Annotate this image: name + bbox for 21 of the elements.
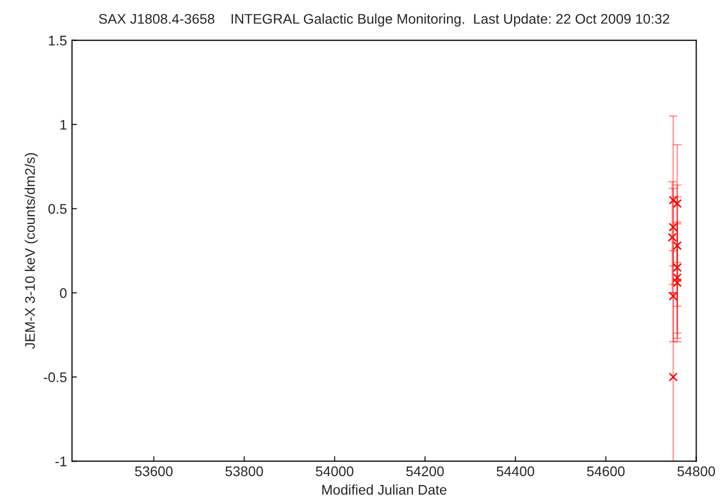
y-tick-label: 1.5 <box>48 36 67 46</box>
point <box>668 222 678 232</box>
y-tick-label: 0.5 <box>48 204 67 214</box>
x-tick-label: 53800 <box>225 466 263 476</box>
y-axis-title: JEM-X 3-10 keV (counts/dm2/s) <box>24 153 38 349</box>
point <box>668 372 678 382</box>
point <box>672 199 682 208</box>
x-tick-label: 54800 <box>677 466 716 476</box>
x-tick-label: 54400 <box>496 466 534 476</box>
y-tick-label: 0 <box>60 288 67 298</box>
point <box>668 196 678 205</box>
point <box>668 232 677 242</box>
x-tick-label: 54000 <box>316 466 354 476</box>
y-tick-label: -0.5 <box>44 372 67 382</box>
chart-title: SAX J1808.4-3658 INTEGRAL Galactic Bulge Monitoring. Last Update: 22 Oct 2009 10:32 <box>98 14 670 27</box>
y-tick-label: 1 <box>60 120 66 130</box>
y-tick-label: -1 <box>55 456 66 466</box>
x-tick-label: 53600 <box>135 466 173 476</box>
x-tick-label: 54600 <box>587 466 625 476</box>
x-tick-label: 54200 <box>406 466 444 476</box>
x-axis-title: Modified Julian Date <box>322 484 446 495</box>
